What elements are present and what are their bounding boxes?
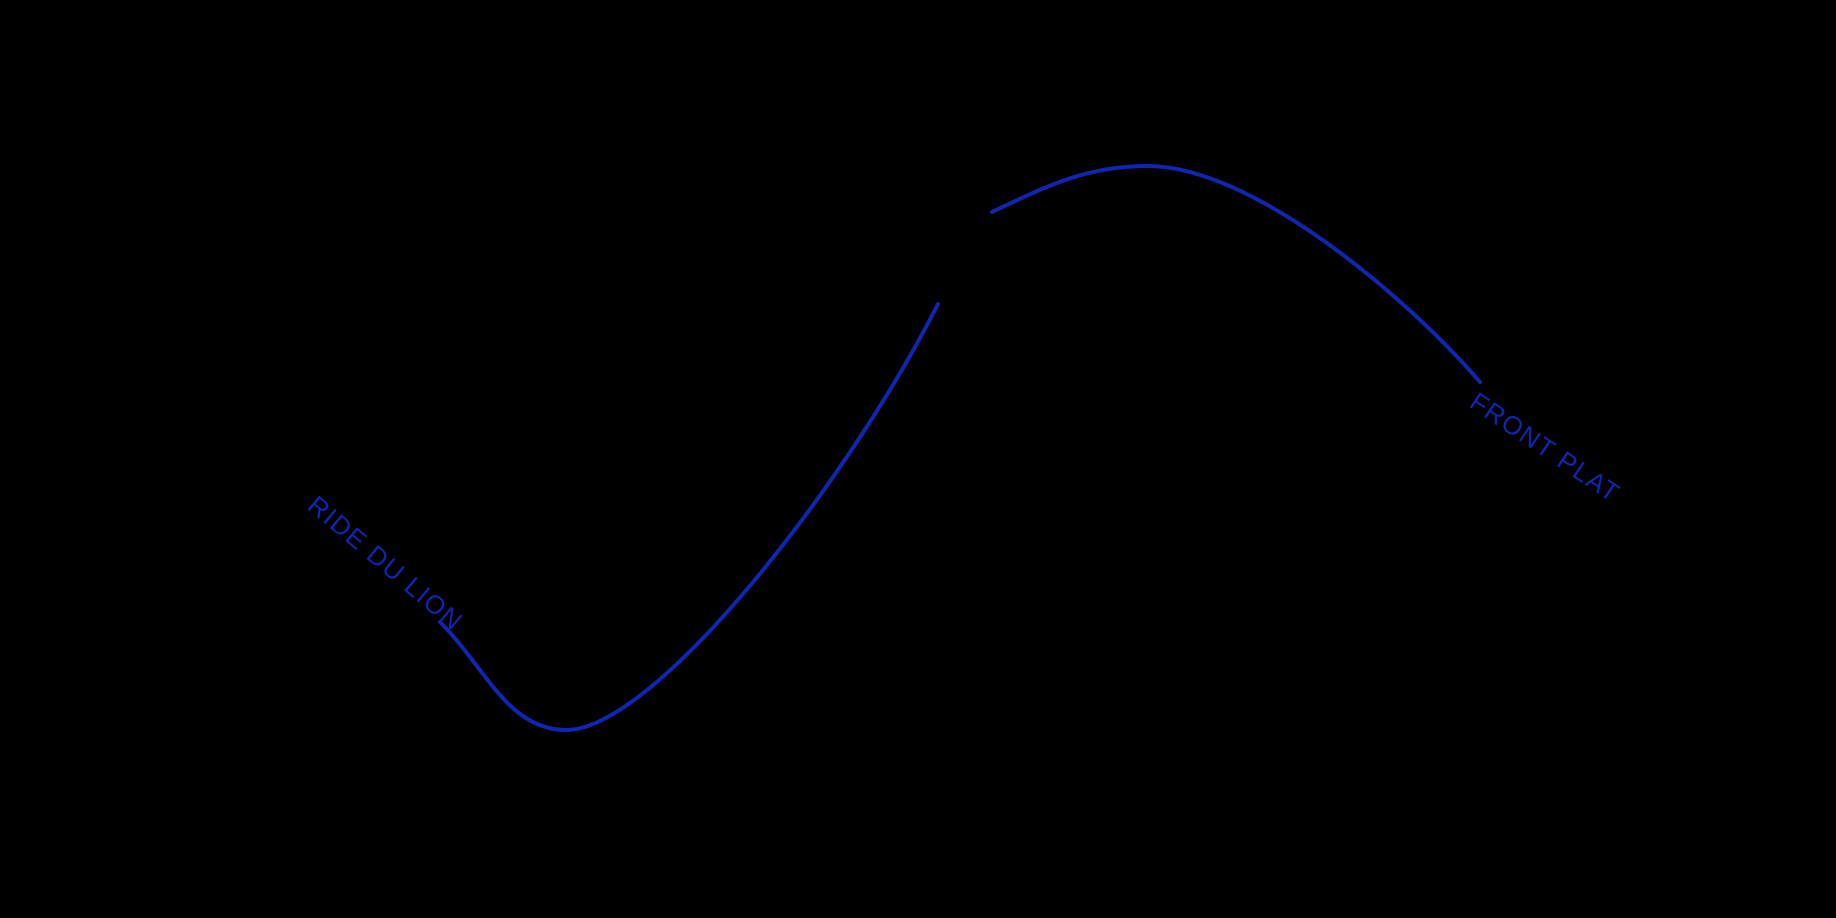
label-ride-du-lion: RIDE DU LION [302, 490, 469, 637]
profile-curve-segment-front-plat [990, 164, 1482, 384]
profile-curve-segment-ride-du-lion [438, 302, 940, 732]
label-front-plat: FRONT PLAT [1465, 386, 1626, 508]
